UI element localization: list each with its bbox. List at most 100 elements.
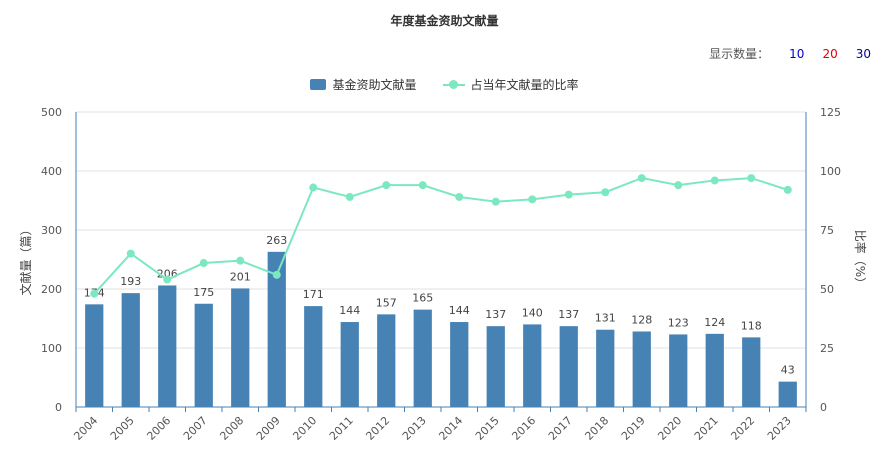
x-tick-label: 2019 <box>619 414 648 443</box>
x-tick-label: 2005 <box>108 414 137 443</box>
x-tick-label: 2021 <box>692 414 721 443</box>
legend-bar-swatch <box>310 79 327 90</box>
ratio-point <box>528 195 537 204</box>
bar-value-label: 157 <box>376 296 397 309</box>
ratio-point <box>126 249 135 258</box>
legend-line-swatch <box>442 79 465 90</box>
display-count-10[interactable]: 10 <box>789 46 805 61</box>
x-tick-label: 2017 <box>546 414 575 443</box>
bar <box>340 322 359 407</box>
ratio-point <box>455 192 464 201</box>
bar <box>778 381 797 407</box>
x-tick-label: 2020 <box>655 414 684 443</box>
bar-value-label: 131 <box>595 312 616 325</box>
bar-value-label: 43 <box>781 364 795 377</box>
x-tick-label: 2009 <box>254 414 283 443</box>
y-tick-label: 100 <box>41 342 62 355</box>
x-tick-label: 2016 <box>509 414 538 443</box>
bar <box>705 333 724 407</box>
bar <box>559 326 578 407</box>
ratio-point <box>199 259 208 268</box>
bar <box>231 288 250 407</box>
bar-value-label: 140 <box>522 306 543 319</box>
ratio-point <box>747 174 756 183</box>
bar <box>304 306 323 407</box>
ratio-point <box>90 289 99 298</box>
bar-value-label: 201 <box>230 270 251 283</box>
bar <box>121 293 140 407</box>
legend-line-label: 占当年文献量的比率 <box>470 78 579 92</box>
x-tick-label: 2011 <box>327 414 356 443</box>
bar-value-label: 175 <box>193 286 214 299</box>
x-tick-label: 2018 <box>582 414 611 443</box>
x-tick-label: 2010 <box>290 414 319 443</box>
ratio-point <box>418 181 427 190</box>
display-count-selector: 显示数量： 10 20 30 <box>709 45 871 62</box>
ratio-point <box>382 181 391 190</box>
ratio-point <box>710 176 719 185</box>
bar-value-label: 165 <box>412 292 433 305</box>
x-tick-label: 2007 <box>181 414 210 443</box>
ratio-point <box>163 275 172 284</box>
bar-value-label: 144 <box>339 304 360 317</box>
bar <box>486 326 505 407</box>
ratio-point <box>309 183 318 192</box>
bar-value-label: 123 <box>668 316 689 329</box>
bar <box>596 329 615 407</box>
y2-axis-title: 比率（%） <box>853 230 868 289</box>
display-count-20[interactable]: 20 <box>822 46 838 61</box>
bar-value-label: 118 <box>741 319 762 332</box>
bar-value-label: 171 <box>303 288 324 301</box>
y2-tick-label: 75 <box>820 224 834 237</box>
x-tick-label: 2006 <box>144 414 173 443</box>
ratio-point <box>783 185 792 194</box>
x-tick-label: 2004 <box>71 414 100 443</box>
y-tick-label: 500 <box>41 106 62 119</box>
ratio-point <box>601 188 610 197</box>
chart-title: 年度基金资助文献量 <box>390 14 499 28</box>
y-axis-title: 文献量（篇） <box>18 223 33 295</box>
bar-value-label: 193 <box>120 275 141 288</box>
y2-tick-label: 100 <box>820 165 841 178</box>
bar <box>669 334 688 407</box>
ratio-line <box>93 177 789 295</box>
legend-item-bar[interactable]: 基金资助文献量 <box>310 76 417 93</box>
bar-value-label: 137 <box>558 308 579 321</box>
chart-legend: 基金资助文献量 占当年文献量的比率 <box>0 76 889 93</box>
display-count-30[interactable]: 30 <box>855 46 871 61</box>
bar-value-label: 263 <box>266 234 287 247</box>
y-tick-label: 400 <box>41 165 62 178</box>
ratio-point <box>272 270 281 279</box>
bar <box>85 304 104 407</box>
display-count-label: 显示数量： <box>709 47 770 61</box>
ratio-point <box>236 256 245 265</box>
bar-value-label: 124 <box>704 316 725 329</box>
ratio-point <box>345 192 354 201</box>
bar-value-label: 128 <box>631 313 652 326</box>
ratio-point <box>637 174 646 183</box>
legend-bar-label: 基金资助文献量 <box>332 78 417 92</box>
bar-value-label: 137 <box>485 308 506 321</box>
x-tick-label: 2022 <box>728 414 757 443</box>
ratio-point <box>564 190 573 199</box>
bar <box>377 314 396 407</box>
x-tick-label: 2015 <box>473 414 502 443</box>
legend-item-line[interactable]: 占当年文献量的比率 <box>442 76 579 93</box>
y2-tick-label: 25 <box>820 342 834 355</box>
bar-value-label: 144 <box>449 304 470 317</box>
y-tick-label: 200 <box>41 283 62 296</box>
x-tick-label: 2012 <box>363 414 392 443</box>
bar <box>742 337 761 407</box>
bar <box>267 251 286 407</box>
bar <box>413 309 432 407</box>
y-tick-label: 300 <box>41 224 62 237</box>
x-tick-label: 2014 <box>436 414 465 443</box>
bar <box>523 324 542 407</box>
bar <box>632 331 651 407</box>
y2-tick-label: 50 <box>820 283 834 296</box>
ratio-point <box>491 197 500 206</box>
x-tick-label: 2013 <box>400 414 429 443</box>
y-tick-label: 0 <box>55 401 62 414</box>
y2-tick-label: 0 <box>820 401 827 414</box>
